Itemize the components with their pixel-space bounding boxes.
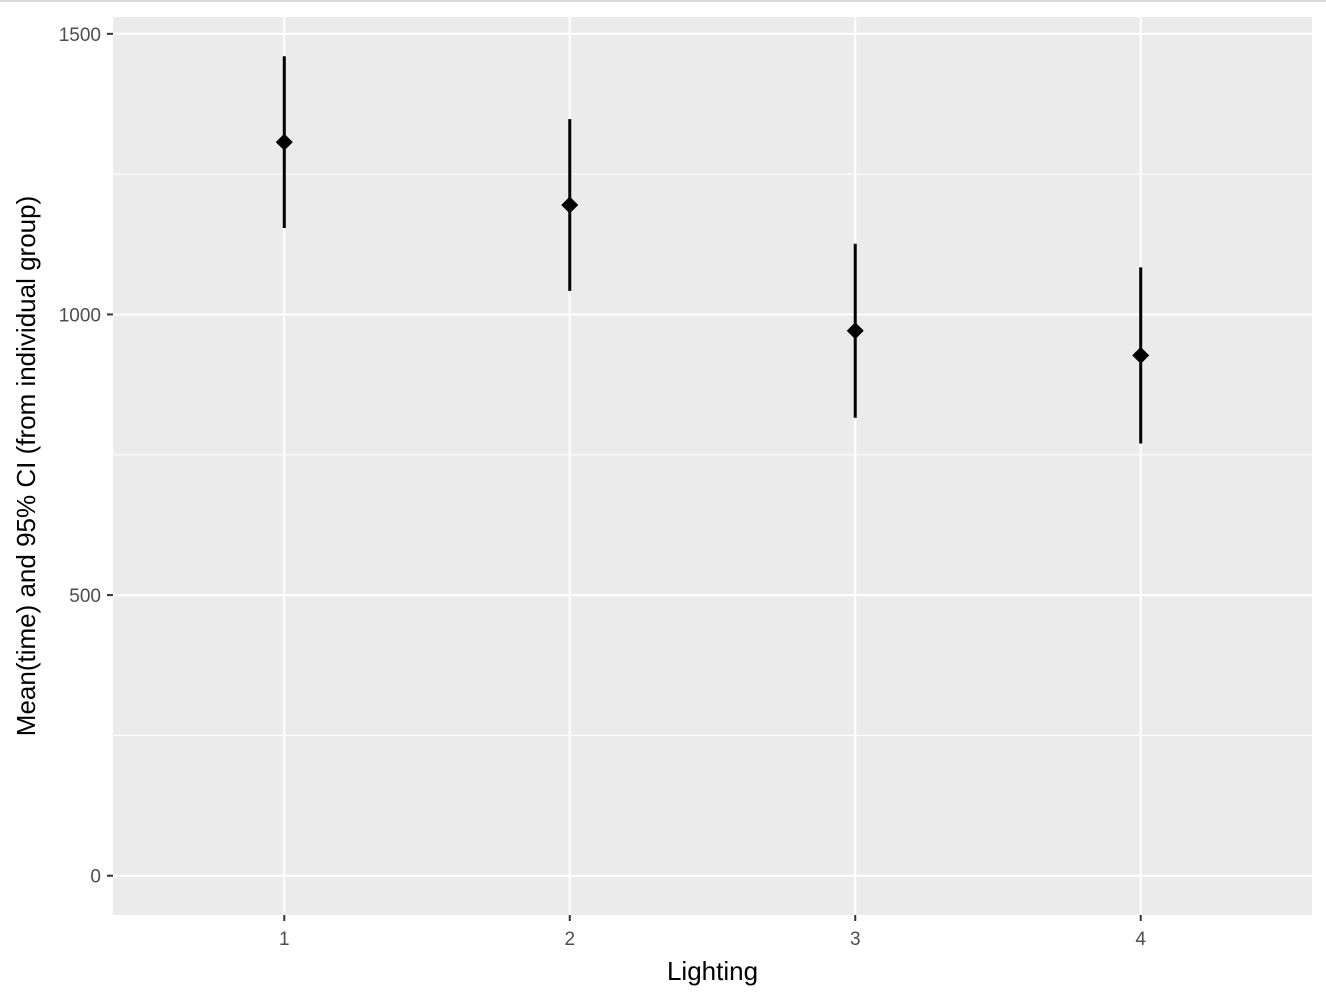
y-tick-label: 1500 [59, 25, 101, 46]
mean-point [561, 196, 579, 214]
y-tick-label: 0 [90, 867, 101, 888]
x-axis-title: Lighting [667, 956, 758, 986]
plot-panel [113, 17, 1312, 915]
x-tick-label: 2 [564, 929, 575, 950]
minor-gridlines [113, 173, 1312, 736]
mean-point [1132, 346, 1150, 364]
top-border [0, 0, 1326, 2]
x-tick-label: 4 [1135, 929, 1146, 950]
x-tick-label: 3 [850, 929, 861, 950]
y-axis-title: Mean(time) and 95% CI (from individual g… [11, 196, 41, 736]
mean-point [275, 133, 293, 151]
x-tick-label: 1 [279, 929, 290, 950]
x-axis: 1 2 3 4 [279, 915, 1146, 950]
y-tick-label: 1000 [59, 305, 101, 326]
data-marks [275, 56, 1150, 444]
mean-point [846, 322, 864, 340]
y-axis: 0 500 1000 1500 [59, 25, 113, 888]
y-tick-label: 500 [69, 586, 101, 607]
